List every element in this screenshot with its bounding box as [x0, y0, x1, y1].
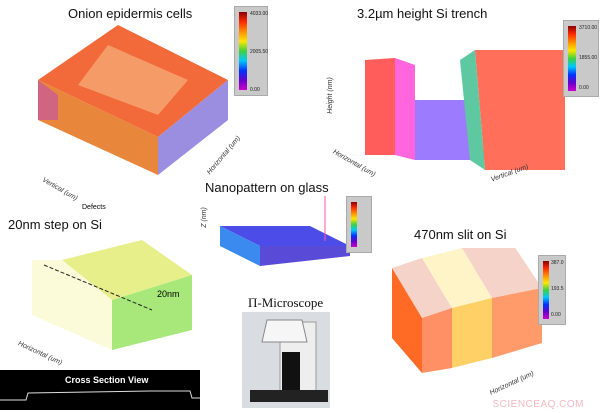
step-title: 20nm step on Si [8, 217, 102, 232]
step-height-label: 20nm [157, 289, 180, 299]
slit-title: 470nm slit on Si [414, 227, 507, 242]
slit-colorbar: 387.0 193.5 0.00 [538, 255, 566, 325]
nanopattern-title: Nanopattern on glass [205, 180, 329, 195]
microscope-title: Π-Microscope [248, 295, 324, 310]
onion-colorbar: 4033.00 2005.50 0.00 [234, 6, 268, 96]
trench-title: 3.2µm height Si trench [357, 6, 488, 21]
microscope-image [242, 312, 330, 408]
onion-title: Onion epidermis cells [68, 6, 193, 21]
cross-section-label: Cross Section View [65, 375, 149, 385]
trench-colorbar: 3710.00 1855.00 0.00 [563, 20, 599, 97]
step-surface [32, 235, 192, 355]
cross-section-view: Cross Section View [0, 370, 200, 410]
trench-surface [365, 30, 565, 180]
nanopattern-surface [220, 196, 350, 266]
slit-horizontal-label: Horizontal (um) [488, 370, 536, 397]
onion-vertical-label: Vertical (um) [40, 176, 79, 203]
watermark: SCIENCEAQ.COM [492, 399, 584, 410]
defects-label: Defects [82, 204, 106, 211]
onion-surface [38, 25, 228, 175]
nanopattern-z-label: Z (nm) [200, 207, 208, 228]
nanopattern-colorbar [346, 196, 372, 253]
onion-3d-plot [38, 25, 228, 175]
slit-surface [392, 243, 542, 373]
trench-height-label: Height (nm) [326, 77, 334, 114]
